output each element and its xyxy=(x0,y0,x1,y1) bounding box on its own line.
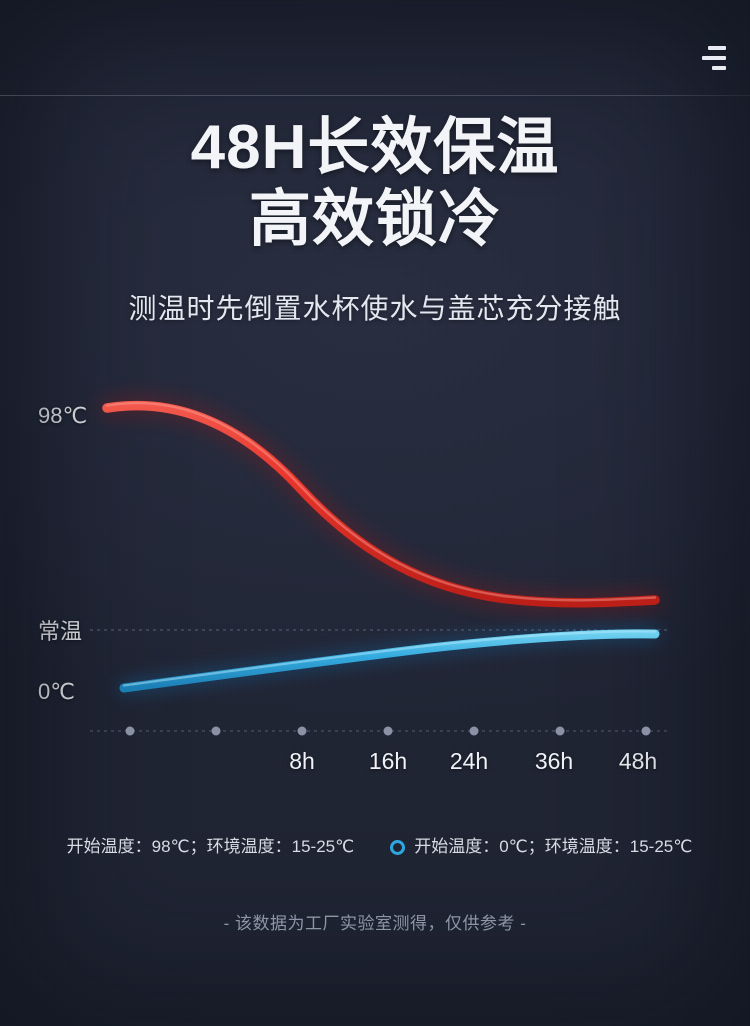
menu-icon-bar-1 xyxy=(708,46,726,50)
subtitle: 测温时先倒置水杯使水与盖芯充分接触 xyxy=(128,293,622,324)
legend-label-cold: 开始温度：0℃；环境温度：15-25℃ xyxy=(414,837,693,856)
hot-curve-highlight xyxy=(105,401,657,602)
hot-curve xyxy=(102,400,660,608)
top-bar xyxy=(0,0,750,96)
y-axis-label-cold: 0℃ xyxy=(38,679,75,704)
hot-curve-glow xyxy=(101,399,661,609)
chart-legend: 开始温度：98℃；环境温度：15-25℃ 开始温度：0℃；环境温度：15-25℃ xyxy=(0,836,750,858)
y-axis-label-ambient: 常温 xyxy=(38,619,83,644)
legend-label-hot: 开始温度：98℃；环境温度：15-25℃ xyxy=(66,837,355,856)
headline-line-2: 高效锁冷 xyxy=(248,185,501,254)
top-divider xyxy=(0,95,750,96)
cold-curve xyxy=(119,629,660,693)
legend-item-cold: 开始温度：0℃；环境温度：15-25℃ xyxy=(390,836,692,858)
footnote: - 该数据为工厂实验室测得，仅供参考 - xyxy=(223,914,527,933)
y-axis-label-hot: 98℃ xyxy=(38,403,88,428)
menu-icon-bar-3 xyxy=(712,66,726,70)
legend-marker-cold-icon xyxy=(390,839,406,855)
headline: 48H长效保温 高效锁冷 xyxy=(0,112,750,256)
temperature-chart xyxy=(0,370,750,790)
x-axis-tick-24h: 24h xyxy=(449,748,489,774)
headline-line-1: 48H长效保温 xyxy=(190,113,560,182)
legend-item-hot: 开始温度：98℃；环境温度：15-25℃ xyxy=(58,836,355,858)
x-axis-tick-36h: 36h xyxy=(534,748,574,774)
menu-icon[interactable] xyxy=(698,46,726,70)
axis-x-dots xyxy=(125,726,651,736)
x-axis-tick-48h: 48h xyxy=(618,748,658,774)
x-axis-tick-16h: 16h xyxy=(368,748,408,774)
menu-icon-bar-2 xyxy=(702,56,726,60)
x-axis-tick-8h: 8h xyxy=(289,748,315,774)
chart-svg xyxy=(90,399,668,736)
cold-curve-highlight xyxy=(122,630,657,687)
